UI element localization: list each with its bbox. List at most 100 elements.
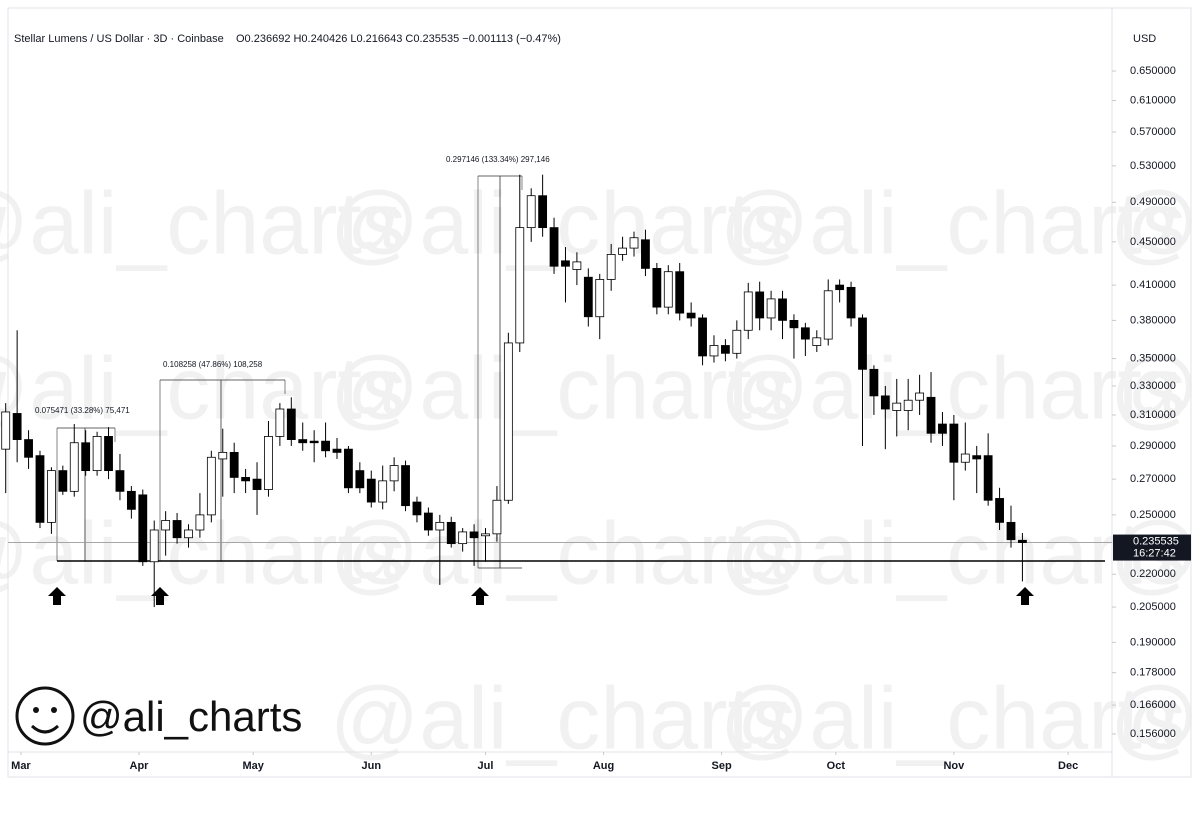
currency: USD: [1133, 33, 1156, 45]
y-tick-label: 0.490000: [1130, 196, 1176, 208]
candle-body: [69, 442, 79, 492]
candle-body: [126, 490, 136, 510]
candle-body: [12, 413, 22, 440]
candle-body: [960, 453, 970, 463]
x-tick-label: Jul: [478, 760, 494, 772]
candle-body: [492, 499, 502, 535]
candle-body: [332, 448, 342, 453]
candle-body: [972, 455, 982, 460]
logo-face: [15, 686, 75, 746]
watermark: @ali_charts: [330, 503, 796, 602]
candle-body: [812, 337, 822, 346]
candle-body: [595, 279, 605, 318]
candle-body: [789, 319, 799, 329]
candle-body: [903, 399, 913, 411]
candle-body: [618, 247, 627, 255]
candle-body: [275, 408, 285, 437]
candle-body: [869, 368, 879, 397]
candle-body: [366, 478, 376, 503]
watermark: @ali_charts: [720, 503, 1186, 602]
x-tick-label: Dec: [1058, 760, 1078, 772]
candle-body: [938, 423, 947, 434]
x-tick-label: Jun: [361, 760, 381, 772]
ohlc-header: O0.236692 H0.240426 L0.216643 C0.235535 …: [236, 33, 561, 45]
logo-handle: @ali_charts: [80, 693, 302, 740]
candle-body: [81, 442, 91, 472]
frame: [7, 7, 1192, 778]
candle-body: [1018, 539, 1027, 543]
logo: @ali_charts: [15, 686, 302, 746]
candle-body: [138, 494, 148, 563]
candle-body: [606, 254, 616, 280]
chart-title: Stellar Lumens / US Dollar · 3D · Coinba…: [14, 33, 224, 45]
y-tick-label: 0.220000: [1130, 568, 1176, 580]
candle-body: [161, 520, 171, 531]
candle-body: [195, 514, 205, 531]
price-label: 0.235535: [1133, 535, 1179, 547]
watermark: @ali_charts: [0, 338, 406, 437]
candle-body: [1006, 521, 1016, 541]
watermark: @ali_charts: [330, 173, 796, 272]
candle-body: [389, 465, 399, 482]
watermark: @ali_charts: [720, 173, 1186, 272]
candle-body: [241, 477, 251, 482]
y-tick-label: 0.156000: [1130, 728, 1176, 740]
watermark: @ali_charts: [1110, 338, 1199, 437]
candle-body: [58, 470, 68, 492]
candle-body: [721, 345, 730, 354]
candle-body: [412, 501, 422, 516]
candle-body: [115, 470, 125, 492]
candle-body: [675, 271, 685, 314]
y-tick-label: 0.410000: [1130, 279, 1176, 291]
y-tick-label: 0.250000: [1130, 509, 1176, 521]
y-tick-label: 0.380000: [1130, 314, 1176, 326]
y-tick-label: 0.178000: [1130, 667, 1176, 679]
candle-body: [264, 436, 273, 490]
candle-body: [286, 408, 296, 440]
candle-body: [515, 227, 525, 344]
candle-body: [743, 291, 753, 331]
candle-body: [401, 465, 410, 507]
candle-body: [915, 392, 925, 401]
candle-body: [378, 480, 388, 503]
watermark-layer: @ali_charts@ali_charts@ali_charts@ali_ch…: [0, 173, 1199, 767]
y-tick-label: 0.450000: [1130, 236, 1176, 248]
y-tick-label: 0.610000: [1130, 94, 1176, 106]
candle-body: [24, 439, 33, 458]
y-tick-label: 0.290000: [1130, 440, 1176, 452]
y-tick-label: 0.270000: [1130, 473, 1176, 485]
candle-body: [458, 531, 468, 545]
y-tick-label: 0.530000: [1130, 160, 1176, 172]
y-tick-label: 0.190000: [1130, 636, 1176, 648]
y-tick-label: 0.310000: [1130, 409, 1176, 421]
candle-body: [435, 521, 445, 531]
plot: 0.650000 0.610000 0.570000 0.530000 0.490000…: [1, 65, 1191, 772]
candle-body: [229, 451, 239, 478]
logo-eye: [51, 707, 57, 713]
candle-body: [538, 195, 548, 229]
logo-eye: [33, 707, 39, 713]
watermark: @ali_charts: [330, 668, 796, 767]
candle-body: [423, 512, 433, 531]
candle-body: [469, 531, 479, 539]
candle-body: [1, 411, 11, 450]
candle-body: [172, 520, 182, 539]
candle-body: [732, 329, 742, 354]
y-tick-label: 0.570000: [1130, 126, 1176, 138]
arrow: [1016, 587, 1034, 605]
candle-body: [206, 456, 216, 516]
candle-body: [104, 436, 113, 472]
watermark: @ali_charts: [1110, 173, 1199, 272]
candle-body: [755, 291, 765, 319]
candle-body: [481, 533, 490, 537]
watermark: @ali_charts: [720, 668, 1186, 767]
candle-body: [800, 327, 810, 340]
candle-body: [549, 227, 559, 267]
candle-body: [35, 455, 45, 523]
candle-body: [583, 276, 593, 318]
annotation-label: 0.075471 (33.28%) 75,471: [35, 406, 130, 415]
candle-body: [823, 290, 833, 340]
annotation-label: 0.108258 (47.86%) 108,258: [163, 360, 263, 369]
